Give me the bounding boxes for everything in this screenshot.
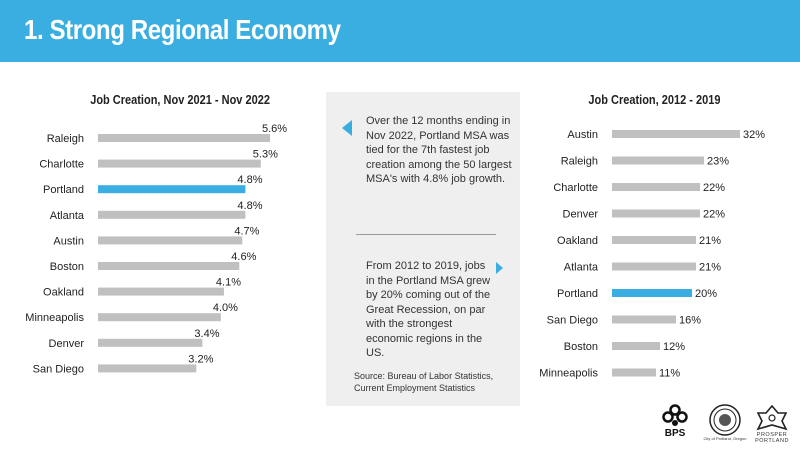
panel-text-1: Over the 12 months ending in Nov 2022, P…	[366, 115, 512, 185]
category-label: Raleigh	[47, 133, 84, 145]
chart-right: Austin 32% Raleigh 23% Charlotte 22% Denver 22%…	[539, 129, 765, 380]
category-label: San Diego	[33, 363, 84, 375]
bar	[98, 236, 243, 245]
category-label: Portland	[43, 184, 84, 196]
bps-flower-icon	[662, 404, 688, 426]
bar	[612, 209, 700, 218]
prosper-line2: PORTLAND	[755, 438, 789, 444]
value-label: 3.4%	[194, 328, 219, 340]
category-label: Oakland	[43, 287, 84, 299]
seal-caption: City of Portland, Oregon	[703, 436, 747, 441]
value-label: 11%	[659, 368, 680, 380]
value-label: 23%	[707, 156, 729, 168]
value-label: 12%	[663, 341, 685, 353]
category-label: Denver	[563, 209, 599, 221]
bar	[98, 134, 270, 142]
panel-divider	[356, 234, 496, 235]
bar	[612, 315, 676, 324]
bar	[612, 262, 696, 271]
value-label: 32%	[743, 129, 765, 141]
city-seal-icon	[709, 404, 741, 436]
bar	[612, 368, 656, 377]
category-label: Portland	[557, 288, 598, 300]
category-label: Atlanta	[50, 210, 85, 222]
value-label: 4.8%	[237, 174, 262, 186]
bar	[98, 159, 261, 168]
category-label: San Diego	[547, 315, 598, 327]
value-label: 20%	[695, 288, 717, 300]
value-label: 4.6%	[231, 251, 256, 263]
panel-text-2: From 2012 to 2019, jobs in the Portland …	[366, 260, 491, 359]
bar	[98, 313, 221, 322]
bar	[98, 210, 246, 219]
bar	[98, 364, 197, 373]
bar	[612, 156, 704, 165]
bar	[612, 342, 660, 350]
category-label: Charlotte	[39, 159, 84, 171]
value-label: 3.2%	[188, 353, 213, 365]
value-label: 21%	[699, 262, 721, 274]
category-label: Atlanta	[564, 262, 599, 274]
value-label: 22%	[703, 182, 725, 194]
header-banner: 1. Strong Regional Economy	[0, 0, 800, 62]
bar	[98, 287, 224, 296]
value-label: 21%	[699, 235, 721, 247]
chart-right-title: Job Creation, 2012 - 2019	[588, 93, 721, 107]
source-note: Source: Bureau of Labor Statistics, Curr…	[354, 371, 494, 393]
bar	[98, 262, 240, 270]
prosper-caption: PROSPER PORTLAND	[752, 432, 792, 444]
chart-left-title: Job Creation, Nov 2021 - Nov 2022	[90, 93, 270, 107]
bps-logo-text: BPS	[664, 428, 686, 439]
bar	[612, 183, 700, 191]
value-label: 4.0%	[213, 302, 238, 314]
chart-left: Raleigh 5.6% Charlotte 5.3% Portland 4.8% Atla…	[25, 123, 287, 375]
prosper-portland-logo: PROSPER PORTLAND	[752, 404, 792, 446]
bps-logo: BPS	[660, 404, 690, 444]
category-label: Austin	[53, 235, 84, 247]
category-label: Raleigh	[561, 156, 598, 168]
category-label: Boston	[50, 261, 84, 273]
arrow-left-icon	[342, 120, 352, 136]
category-label: Minneapolis	[539, 368, 598, 380]
value-label: 16%	[679, 315, 701, 327]
page-title: 1. Strong Regional Economy	[24, 14, 341, 45]
value-label: 4.1%	[216, 277, 241, 289]
bar-highlight	[612, 289, 692, 297]
city-seal-logo: City of Portland, Oregon	[704, 404, 746, 444]
value-label: 22%	[703, 209, 725, 221]
prosper-flower-icon	[756, 404, 788, 431]
value-label: 5.6%	[262, 123, 287, 135]
arrow-right-icon	[496, 262, 503, 274]
category-label: Oakland	[557, 235, 598, 247]
bar-highlight	[98, 185, 246, 194]
category-label: Denver	[49, 338, 85, 350]
bar	[98, 338, 203, 347]
category-label: Boston	[564, 341, 598, 353]
category-label: Charlotte	[553, 182, 598, 194]
value-label: 4.8%	[237, 200, 262, 212]
info-panel: Over the 12 months ending in Nov 2022, P…	[326, 92, 520, 406]
category-label: Minneapolis	[25, 312, 84, 324]
bar	[612, 236, 696, 244]
category-label: Austin	[567, 129, 598, 141]
value-label: 5.3%	[253, 149, 278, 161]
prosper-line1: PROSPER	[756, 432, 788, 438]
value-label: 4.7%	[234, 225, 259, 237]
bar	[612, 130, 740, 138]
